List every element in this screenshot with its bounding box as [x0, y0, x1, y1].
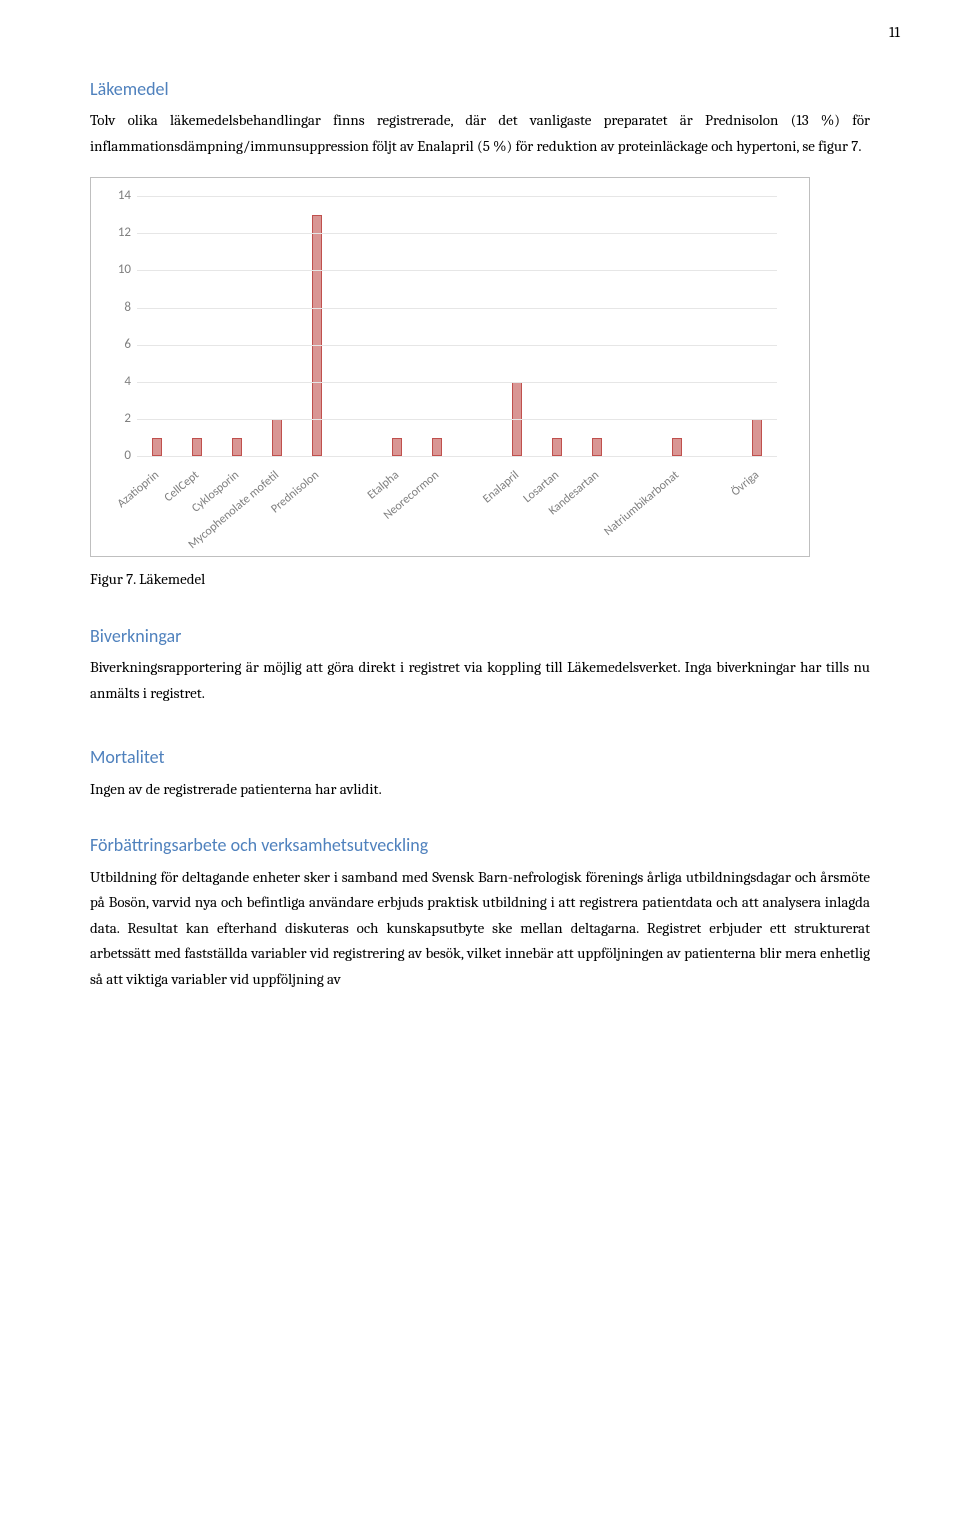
chart-gridline [137, 382, 777, 383]
chart-y-tick: 10 [107, 259, 131, 281]
heading-lakemedel: Läkemedel [90, 74, 870, 105]
chart-bars [137, 196, 777, 456]
paragraph-lakemedel: Tolv olika läkemedelsbehandlingar finns … [90, 108, 870, 159]
chart-y-tick: 8 [107, 296, 131, 318]
chart-bar [192, 438, 202, 457]
heading-mortalitet: Mortalitet [90, 742, 870, 773]
chart-gridline [137, 270, 777, 271]
chart-bar [152, 438, 162, 457]
chart-lakemedel: 02468101214 AzatioprinCellCeptCyklospori… [90, 177, 810, 557]
chart-plot-area: 02468101214 [137, 196, 777, 457]
paragraph-biverkningar: Biverkningsrapportering är möjlig att gö… [90, 655, 870, 706]
chart-gridline [137, 419, 777, 420]
chart-gridline [137, 345, 777, 346]
chart-x-labels: AzatioprinCellCeptCyklosporinMycophenola… [125, 460, 765, 556]
chart-y-tick: 2 [107, 408, 131, 430]
chart-bar [672, 438, 682, 457]
chart-bar [232, 438, 242, 457]
heading-biverkningar: Biverkningar [90, 621, 870, 652]
chart-bar [592, 438, 602, 457]
chart-gridline [137, 233, 777, 234]
chart-bar [432, 438, 442, 457]
chart-bar [272, 419, 282, 456]
chart-gridline [137, 196, 777, 197]
chart-y-tick: 12 [107, 222, 131, 244]
page-number: 11 [90, 20, 900, 46]
heading-forbattring: Förbättringsarbete och verksamhetsutveck… [90, 830, 870, 861]
chart-caption: Figur 7. Läkemedel [90, 567, 870, 593]
chart-bar [552, 438, 562, 457]
chart-y-tick: 4 [107, 371, 131, 393]
chart-gridline [137, 456, 777, 457]
chart-bar [392, 438, 402, 457]
paragraph-forbattring: Utbildning för deltagande enheter sker i… [90, 865, 870, 993]
chart-y-tick: 6 [107, 334, 131, 356]
paragraph-mortalitet: Ingen av de registrerade patienterna har… [90, 777, 870, 803]
chart-gridline [137, 308, 777, 309]
chart-bar [752, 419, 762, 456]
chart-y-tick: 14 [107, 185, 131, 207]
